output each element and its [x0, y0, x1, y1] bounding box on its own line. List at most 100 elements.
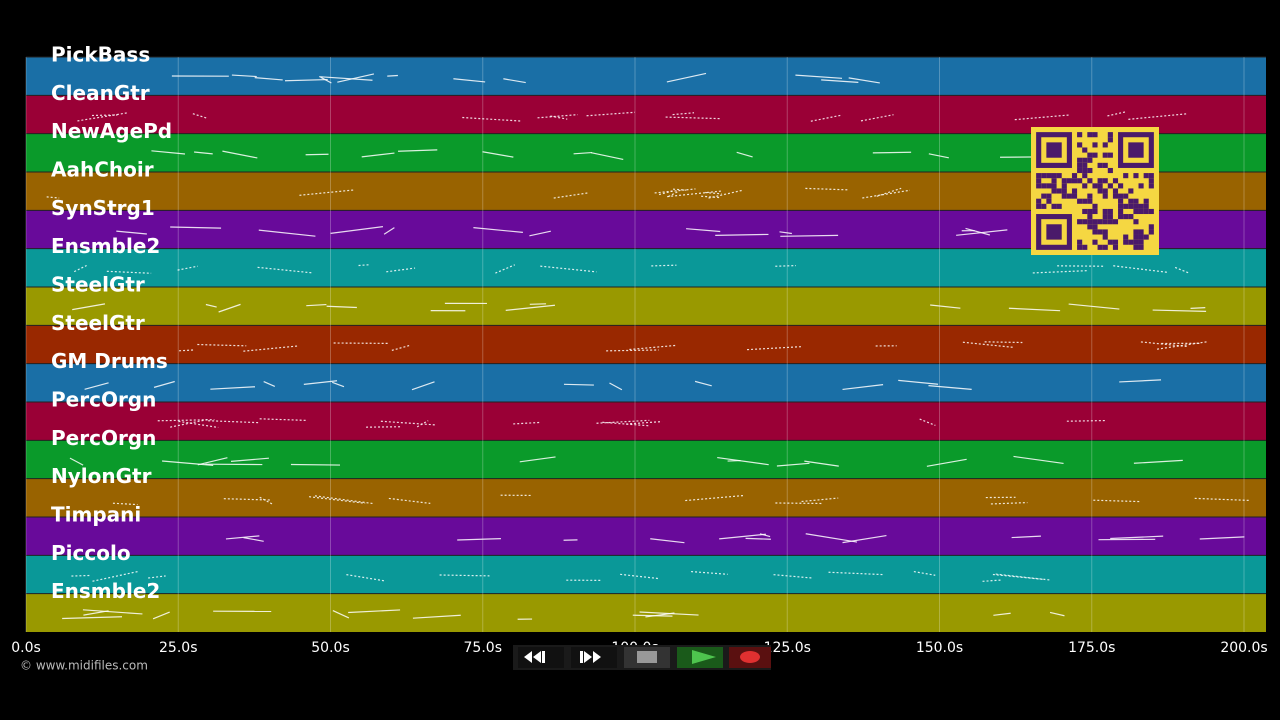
- note: [759, 533, 771, 538]
- track-name: SteelGtr: [51, 273, 145, 297]
- track-name: Ensmble2: [51, 579, 160, 603]
- note: [805, 533, 858, 543]
- qr-cell: [1077, 198, 1083, 204]
- note: [243, 537, 264, 542]
- note: [82, 609, 143, 615]
- qr-cell: [1097, 188, 1103, 194]
- qr-cell: [1148, 224, 1154, 230]
- note: [596, 419, 650, 424]
- note: [965, 227, 991, 236]
- play-button[interactable]: [677, 647, 723, 668]
- note: [1110, 535, 1164, 540]
- qr-cell: [1118, 208, 1124, 215]
- qr-cell: [1071, 173, 1078, 179]
- qr-cell: [1051, 203, 1057, 209]
- stop-button[interactable]: [624, 647, 670, 668]
- qr-cell: [1082, 173, 1088, 179]
- note: [69, 457, 84, 466]
- note: [694, 380, 712, 387]
- note: [658, 190, 674, 196]
- qr-cell: [1138, 234, 1144, 240]
- qr-cell: [1082, 147, 1088, 153]
- qr-cell: [1118, 203, 1124, 209]
- qr-cell: [1056, 203, 1062, 209]
- qr-cell: [1097, 219, 1103, 225]
- qr-cell: [1087, 167, 1093, 174]
- time-axis: 0.0s25.0s50.0s75.0s100.0s125.0s150.0s175…: [11, 640, 1267, 656]
- note: [71, 574, 92, 577]
- qr-cell: [1051, 188, 1057, 194]
- qr-cell: [1107, 219, 1113, 225]
- note: [573, 151, 592, 155]
- time-tick-label: 50.0s: [311, 640, 349, 656]
- forward-icon: [584, 651, 601, 663]
- note: [383, 227, 395, 235]
- qr-cell: [1102, 142, 1108, 148]
- qr-cell: [1128, 188, 1134, 194]
- qr-cell: [1112, 239, 1119, 245]
- note: [1068, 303, 1120, 310]
- qr-cell: [1082, 244, 1088, 250]
- note: [537, 114, 578, 119]
- note: [1133, 459, 1183, 464]
- note: [208, 420, 260, 424]
- note: [795, 74, 843, 79]
- note: [192, 113, 207, 119]
- note: [780, 234, 839, 237]
- note: [1113, 265, 1169, 274]
- note: [639, 611, 699, 616]
- record-button[interactable]: [729, 647, 771, 668]
- qr-cell: [1133, 173, 1139, 179]
- qr-cell: [1118, 193, 1124, 199]
- qr-cell: [1133, 239, 1139, 245]
- qr-cell: [1143, 198, 1149, 204]
- note: [299, 189, 356, 196]
- qr-cell: [1102, 178, 1108, 184]
- note: [773, 574, 814, 579]
- qr-cell: [1112, 244, 1119, 250]
- track-name: PickBass: [51, 43, 150, 67]
- note: [225, 535, 260, 540]
- track-name: NewAgePd: [51, 119, 172, 143]
- qr-cell: [1036, 178, 1042, 184]
- note: [332, 610, 350, 619]
- note: [388, 497, 431, 505]
- note: [330, 226, 384, 234]
- note: [930, 304, 961, 309]
- note: [609, 382, 623, 391]
- note: [151, 150, 186, 155]
- qr-cell: [1102, 229, 1108, 235]
- note: [717, 456, 769, 466]
- note: [860, 114, 894, 122]
- qr-cell: [1097, 229, 1103, 235]
- note: [828, 571, 883, 576]
- qr-cell: [1092, 132, 1098, 138]
- qr-cell: [1133, 244, 1139, 250]
- track-labels: PickBass CleanGtr NewAgePd AahChoir SynStrg1…: [51, 43, 172, 604]
- note: [457, 538, 501, 541]
- track-row: [26, 440, 1266, 479]
- qr-cell: [1118, 183, 1124, 189]
- note: [230, 457, 269, 462]
- qr-cell: [1092, 183, 1098, 189]
- note: [411, 381, 435, 391]
- qr-cell: [1077, 157, 1083, 163]
- qr-cell: [1128, 198, 1134, 204]
- time-tick-label: 125.0s: [764, 640, 811, 656]
- qr-cell: [1087, 198, 1093, 204]
- note: [606, 349, 659, 352]
- qr-cell: [1102, 234, 1108, 240]
- note: [591, 152, 624, 161]
- qr-cell: [1112, 193, 1119, 199]
- track-name: SynStrg1: [51, 196, 155, 220]
- note: [72, 303, 106, 311]
- note: [650, 538, 685, 544]
- rewind-button[interactable]: [518, 647, 564, 668]
- qr-cell: [1051, 173, 1057, 179]
- note: [177, 265, 198, 271]
- time-tick-label: 175.0s: [1068, 640, 1115, 656]
- note: [654, 188, 696, 194]
- stop-icon: [637, 651, 657, 663]
- forward-button[interactable]: [571, 647, 617, 668]
- qr-cell: [1041, 173, 1047, 179]
